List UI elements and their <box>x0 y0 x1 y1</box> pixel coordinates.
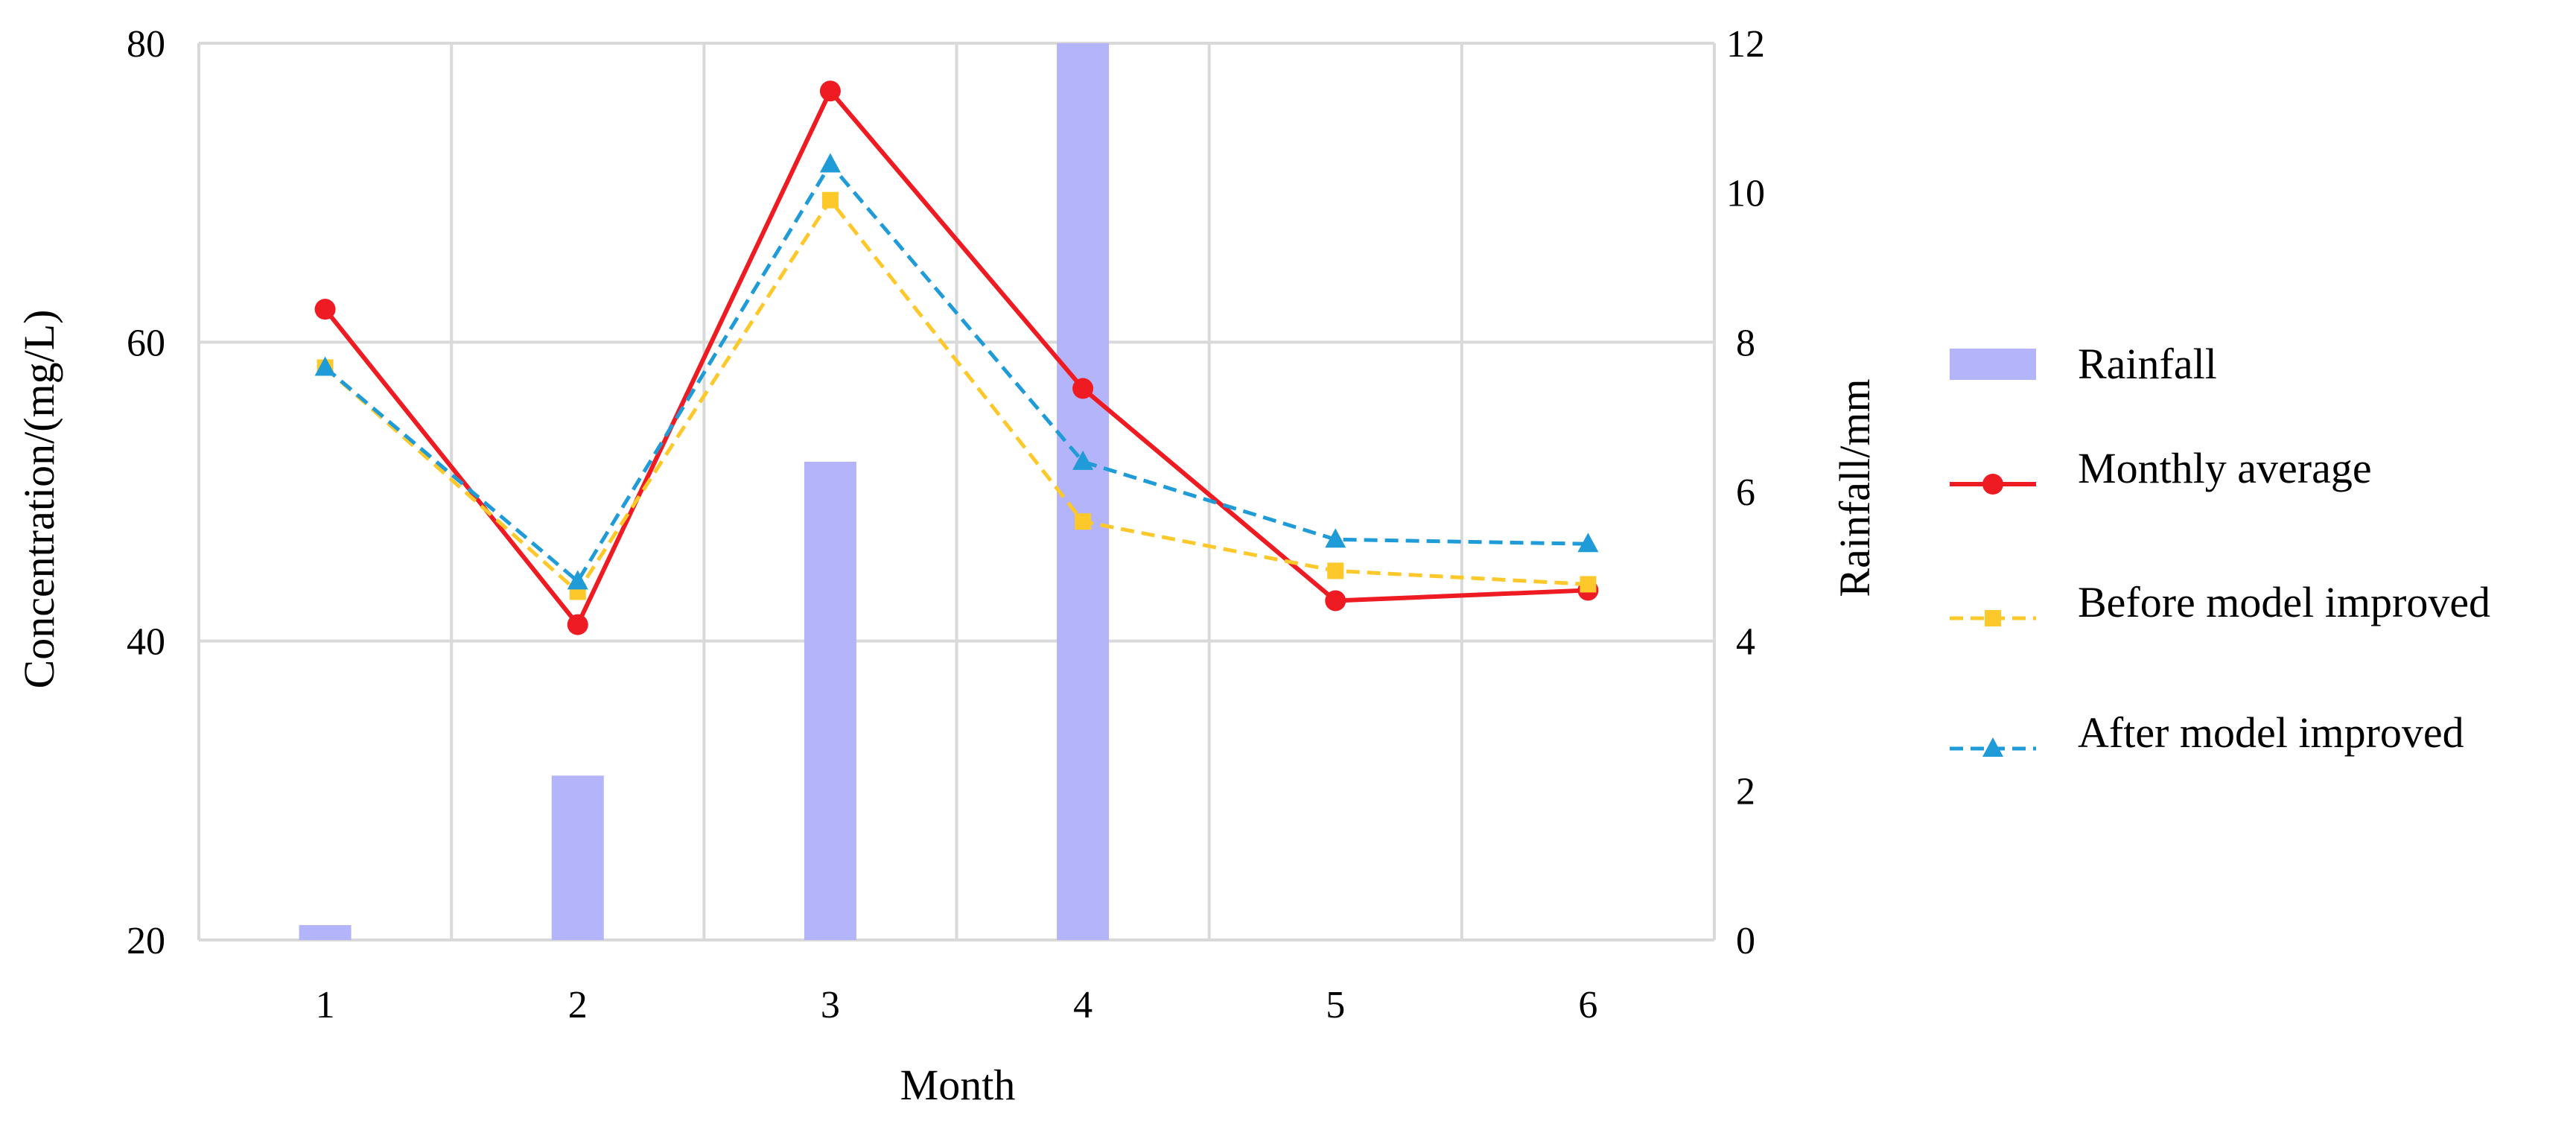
y2-axis-title: Rainfall/mm <box>1831 378 1879 597</box>
y-tick-label: 20 <box>127 920 165 962</box>
y2-tick-label: 2 <box>1736 770 1755 813</box>
series-line-1 <box>323 89 1588 627</box>
y2-tick-label: 8 <box>1736 322 1755 364</box>
series-3-point <box>819 153 841 173</box>
legend-label-1: Monthly average <box>2078 444 2372 492</box>
series-3-point <box>314 356 336 376</box>
legend-marker-1 <box>1982 474 2003 495</box>
series-3-point <box>1577 533 1599 553</box>
legend-marker-3 <box>1982 737 2003 757</box>
x-tick-label: 4 <box>1073 984 1093 1026</box>
series-3-point <box>1325 528 1346 548</box>
series-1-point <box>567 614 588 635</box>
rainfall-bar <box>299 924 352 940</box>
legend-marker-2 <box>1985 610 2001 626</box>
rainfall-bar <box>804 461 856 940</box>
legend-swatch-rainfall <box>1950 349 2036 380</box>
series-1-point <box>1072 378 1094 399</box>
y2-tick-label: 0 <box>1736 920 1755 962</box>
series-line-2 <box>323 198 1588 594</box>
rainfall-bar <box>1057 43 1110 940</box>
concentration-lines <box>314 80 1599 635</box>
x-tick-label: 1 <box>316 984 335 1026</box>
rainfall-bar <box>551 775 604 940</box>
series-line-3 <box>323 162 1588 583</box>
x-tick-label: 3 <box>821 984 840 1026</box>
y2-tick-label: 10 <box>1726 173 1765 215</box>
legend: Rainfall Monthly average Before model impr… <box>1950 340 2490 757</box>
y-tick-label: 60 <box>127 322 165 364</box>
legend-label-2: Before model improved <box>2078 578 2490 626</box>
legend-label-3: After model improved <box>2078 708 2464 757</box>
x-tick-label: 2 <box>568 984 588 1026</box>
series-1-point <box>819 80 841 102</box>
y2-tick-label: 6 <box>1736 471 1755 514</box>
y-tick-label: 80 <box>127 23 165 66</box>
y-axis-title: Concentration/(mg/L) <box>15 310 63 689</box>
series-3-point <box>1072 450 1094 470</box>
y2-tick-label: 12 <box>1726 23 1765 66</box>
series-2-point <box>1327 562 1344 579</box>
series-3-point <box>567 570 588 590</box>
series-2-point <box>821 191 839 209</box>
series-1-point <box>1325 590 1346 612</box>
x-tick-label: 5 <box>1326 984 1345 1026</box>
y-tick-label: 40 <box>127 621 165 664</box>
gridlines <box>197 42 1716 941</box>
x-axis-title: Month <box>900 1061 1016 1109</box>
series-2-point <box>1075 513 1092 530</box>
legend-label-rainfall: Rainfall <box>2078 340 2217 388</box>
y2-tick-label: 4 <box>1736 621 1755 664</box>
rainfall-bars <box>299 43 1110 940</box>
series-2-point <box>1580 576 1597 593</box>
series-1-point <box>314 299 336 320</box>
x-tick-label: 6 <box>1578 984 1597 1026</box>
